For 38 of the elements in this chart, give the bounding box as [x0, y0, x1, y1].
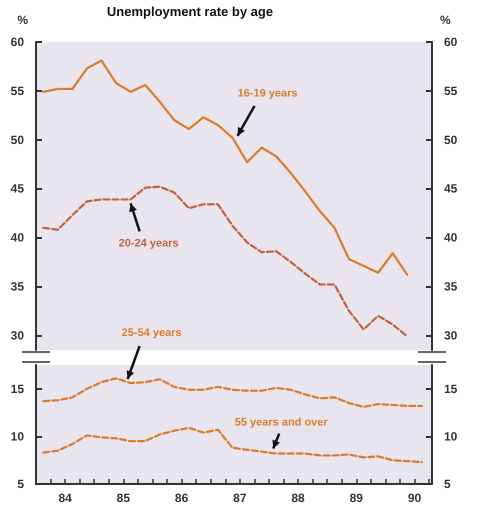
y-tick-label: 35	[10, 279, 24, 294]
y2-tick-label: 5	[444, 477, 451, 491]
y2-tick-label: 40	[444, 230, 458, 245]
text: 25-54 years	[122, 326, 182, 339]
x-tick-label: 89	[350, 491, 364, 505]
y-tick-label: 60	[10, 35, 24, 49]
text: 16-19 years	[238, 88, 298, 100]
y-tick-label: 10	[10, 429, 24, 444]
y-tick-label: 15	[10, 382, 24, 396]
chart-title: Unemployment rate by age	[106, 4, 274, 19]
x-tick-label: 90	[408, 491, 422, 505]
y-tick-label: 30	[10, 328, 24, 342]
line-series	[42, 426, 423, 464]
y2-tick-label: 10	[444, 429, 458, 444]
y2-tick-label: 55	[444, 84, 458, 98]
y2-tick-label: 15	[444, 382, 458, 396]
y2-tick-label: 60	[444, 35, 458, 49]
line-series	[42, 377, 423, 408]
x-tick-label: 85	[116, 491, 130, 505]
series-label: 55 years and over	[234, 416, 328, 428]
x-tick-label: 84	[58, 491, 72, 505]
text: 20-24 years	[118, 237, 179, 250]
y-tick-label: 40	[10, 230, 24, 245]
y2-tick-label: 50	[444, 132, 458, 147]
x-tick-label: 87	[233, 491, 247, 505]
line-series	[42, 59, 408, 276]
x-tick-label: 86	[174, 491, 189, 505]
y-tick-label: 55	[10, 84, 24, 98]
x-tick-label: 88	[291, 491, 306, 505]
y-tick-label: 50	[10, 132, 24, 147]
y-tick-label: 45	[10, 182, 24, 196]
y2-tick-label: 45	[444, 182, 458, 196]
y-tick-label: 5	[17, 477, 24, 491]
y-axis-title: %	[17, 13, 28, 27]
y2-axis-title: %	[440, 13, 451, 27]
y2-tick-label: 35	[444, 279, 458, 294]
y2-tick-label: 30	[444, 328, 458, 342]
line-series	[42, 186, 408, 338]
